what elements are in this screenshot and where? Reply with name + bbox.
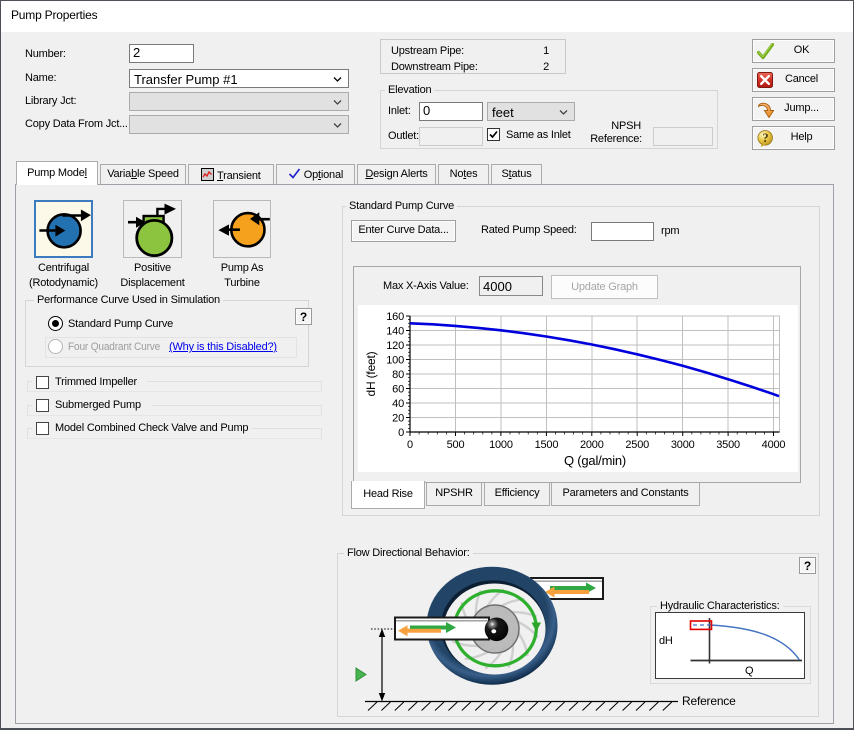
svg-text:Q: Q: [745, 665, 754, 677]
svg-text:120: 120: [386, 340, 404, 352]
svg-text:0: 0: [398, 427, 404, 439]
svg-text:0: 0: [407, 439, 413, 451]
svg-text:1000: 1000: [489, 439, 513, 451]
svg-text:500: 500: [447, 439, 465, 451]
svg-text:?: ?: [762, 131, 768, 145]
svg-text:3000: 3000: [671, 439, 695, 451]
svg-text:dH (feet): dH (feet): [364, 351, 378, 396]
svg-text:100: 100: [386, 355, 404, 367]
svg-text:Reference: Reference: [682, 694, 736, 708]
svg-text:2500: 2500: [625, 439, 649, 451]
svg-text:140: 140: [386, 326, 404, 338]
svg-text:3500: 3500: [716, 439, 740, 451]
svg-text:Q (gal/min): Q (gal/min): [564, 453, 626, 468]
svg-text:60: 60: [392, 384, 404, 396]
svg-text:2000: 2000: [580, 439, 604, 451]
svg-text:160: 160: [386, 311, 404, 323]
svg-text:dH: dH: [659, 635, 673, 647]
svg-text:1500: 1500: [535, 439, 559, 451]
svg-text:40: 40: [392, 398, 404, 410]
svg-text:4000: 4000: [762, 439, 786, 451]
svg-text:80: 80: [392, 369, 404, 381]
svg-text:20: 20: [392, 413, 404, 425]
